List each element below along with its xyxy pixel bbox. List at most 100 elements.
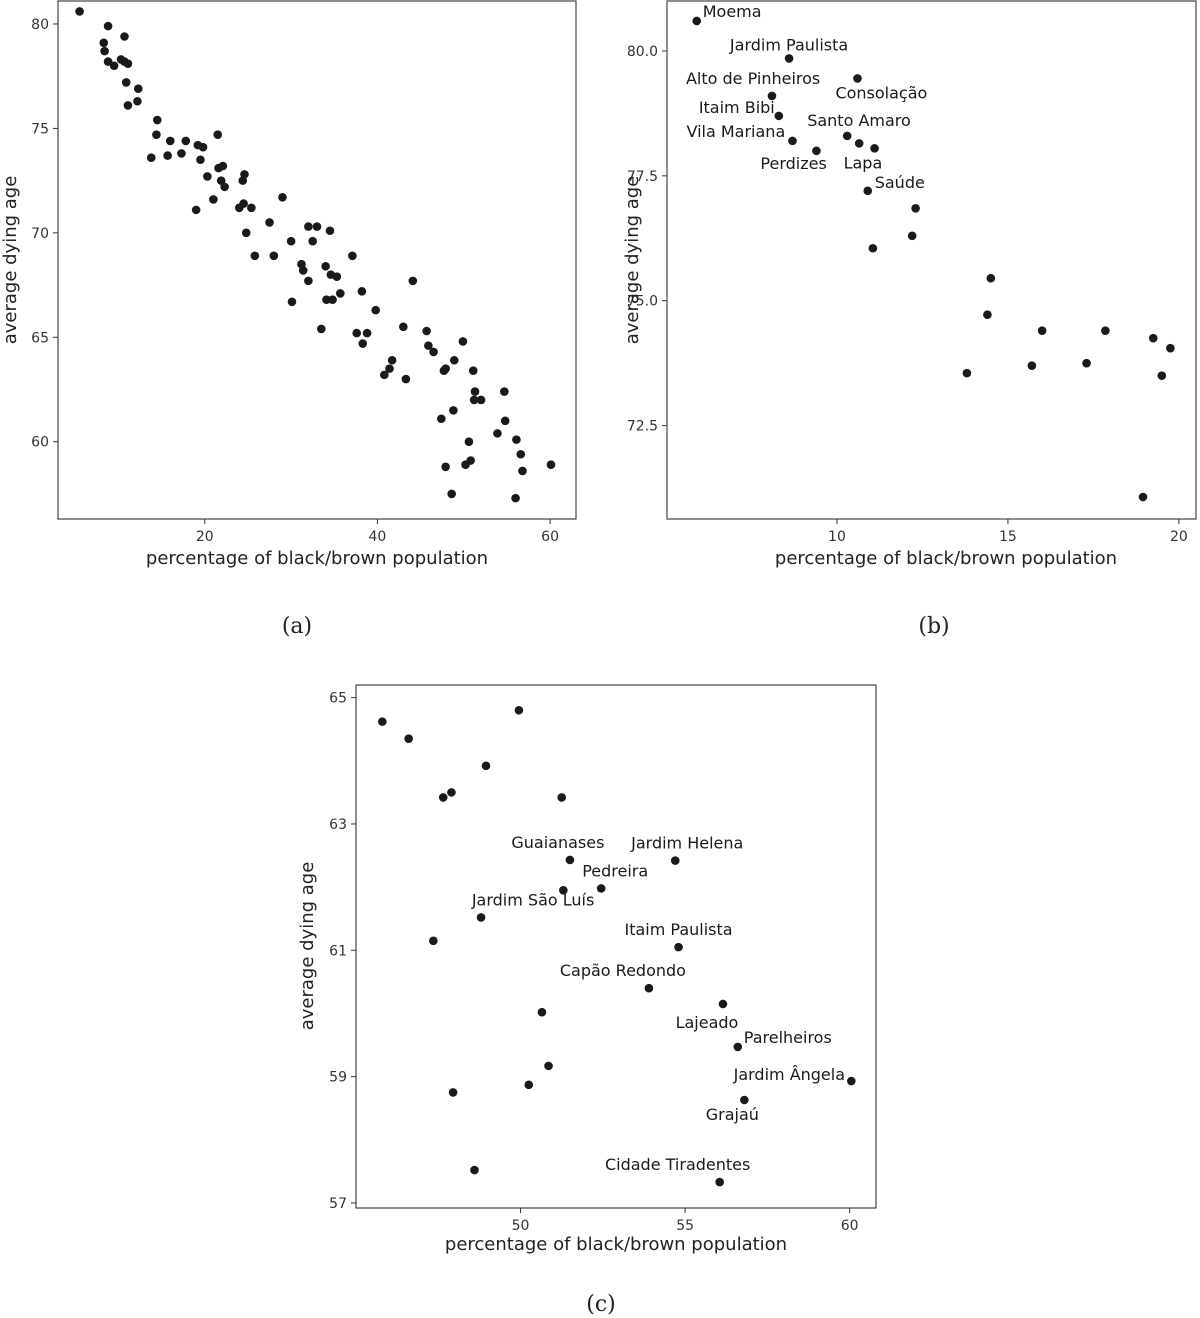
- data-point: [247, 203, 256, 213]
- data-point: [853, 74, 862, 83]
- data-point: [429, 936, 438, 946]
- point-label: Alto de Pinheiros: [686, 69, 820, 88]
- data-point: [322, 295, 331, 304]
- data-point: [461, 460, 470, 469]
- point-label: Jardim São Luís: [471, 890, 594, 909]
- data-point: [286, 236, 296, 246]
- data-point: [674, 942, 683, 952]
- data-point: [308, 236, 317, 246]
- data-point: [304, 276, 313, 286]
- data-point: [1157, 371, 1167, 380]
- x-axis-label-a: percentage of black/brown population: [146, 548, 488, 569]
- data-point: [399, 322, 408, 332]
- point-label: Grajaú: [706, 1105, 759, 1124]
- data-point: [715, 1177, 724, 1187]
- data-point: [449, 406, 458, 415]
- data-point: [767, 91, 777, 101]
- data-point: [868, 243, 878, 253]
- x-tick-label: 15: [999, 529, 1017, 545]
- point-label: Jardim Paulista: [729, 35, 848, 54]
- data-point: [438, 793, 448, 802]
- data-point: [120, 32, 129, 41]
- data-point: [449, 355, 459, 365]
- y-tick-label: 80.0: [627, 44, 658, 60]
- data-point: [962, 368, 972, 378]
- point-label: Vila Mariana: [686, 122, 785, 141]
- data-point: [133, 96, 142, 106]
- data-point: [241, 228, 251, 238]
- axis-ticks-a: 20 40 60 60 65 70 75 80: [31, 17, 559, 545]
- x-tick-label: 50: [512, 1218, 530, 1234]
- y-axis-label-c: average dying age: [297, 862, 318, 1031]
- data-point: [298, 266, 308, 275]
- data-point: [191, 205, 201, 215]
- data-point: [123, 101, 133, 110]
- data-point: [500, 387, 509, 396]
- data-point: [986, 273, 996, 283]
- data-point: [304, 222, 313, 231]
- point-label: Capão Redondo: [560, 961, 686, 980]
- data-point: [516, 449, 526, 459]
- points-b: Moema Jardim Paulista Consolação Alto de Pi…: [686, 2, 1175, 502]
- point-label: Santo Amaro: [807, 111, 911, 130]
- y-tick-label: 77.5: [627, 169, 658, 185]
- data-point: [216, 176, 226, 185]
- point-label: Jardim Helena: [630, 834, 743, 853]
- data-point: [476, 913, 486, 922]
- data-point: [424, 341, 433, 350]
- data-point: [429, 347, 438, 357]
- data-point: [109, 61, 119, 71]
- data-point: [362, 328, 372, 338]
- data-point: [328, 295, 337, 304]
- axis-ticks-b: 10 15 20 72.5 75.0 77.5 80.0: [627, 44, 1188, 545]
- point-label: Lapa: [844, 153, 883, 172]
- point-label: Pedreira: [582, 861, 648, 880]
- data-point: [218, 161, 228, 171]
- plot-frame-b: [666, 0, 1197, 520]
- x-tick-label: 20: [196, 529, 214, 545]
- point-label: Itaim Paulista: [624, 920, 732, 939]
- data-point: [546, 460, 556, 469]
- data-point: [559, 885, 568, 895]
- data-point: [146, 153, 156, 162]
- data-point: [181, 136, 191, 146]
- data-point: [511, 493, 520, 503]
- y-axis-label-a: average dying age: [0, 176, 21, 345]
- data-point: [325, 226, 335, 236]
- plot-frame-a: [57, 0, 577, 520]
- data-point: [1138, 492, 1148, 502]
- data-point: [163, 151, 172, 160]
- data-point: [240, 170, 249, 179]
- data-point: [312, 222, 322, 231]
- data-point: [448, 1088, 458, 1097]
- data-point: [447, 489, 456, 499]
- data-point: [123, 59, 133, 68]
- data-point: [644, 983, 654, 993]
- data-point: [441, 364, 450, 373]
- point-label: Jardim Ângela: [733, 1065, 845, 1084]
- data-point: [269, 251, 279, 261]
- data-point: [774, 111, 784, 121]
- data-point: [854, 139, 864, 148]
- data-point: [911, 203, 920, 213]
- data-point: [198, 142, 208, 152]
- data-point: [1037, 326, 1047, 335]
- data-point: [470, 387, 480, 396]
- data-point: [321, 261, 330, 271]
- y-tick-label: 65: [329, 691, 347, 707]
- data-point: [812, 146, 821, 156]
- data-point: [983, 310, 992, 319]
- y-tick-label: 61: [329, 943, 347, 959]
- data-point: [458, 337, 468, 346]
- data-point: [196, 155, 205, 165]
- point-label: Moema: [703, 2, 762, 21]
- panel-label-a: (a): [282, 614, 312, 639]
- data-point: [468, 366, 478, 376]
- data-point: [371, 305, 381, 315]
- data-point: [152, 115, 162, 125]
- y-axis-label-b: average dying age: [622, 176, 643, 345]
- data-point: [437, 414, 446, 424]
- data-point: [524, 1080, 534, 1090]
- data-point: [177, 149, 186, 158]
